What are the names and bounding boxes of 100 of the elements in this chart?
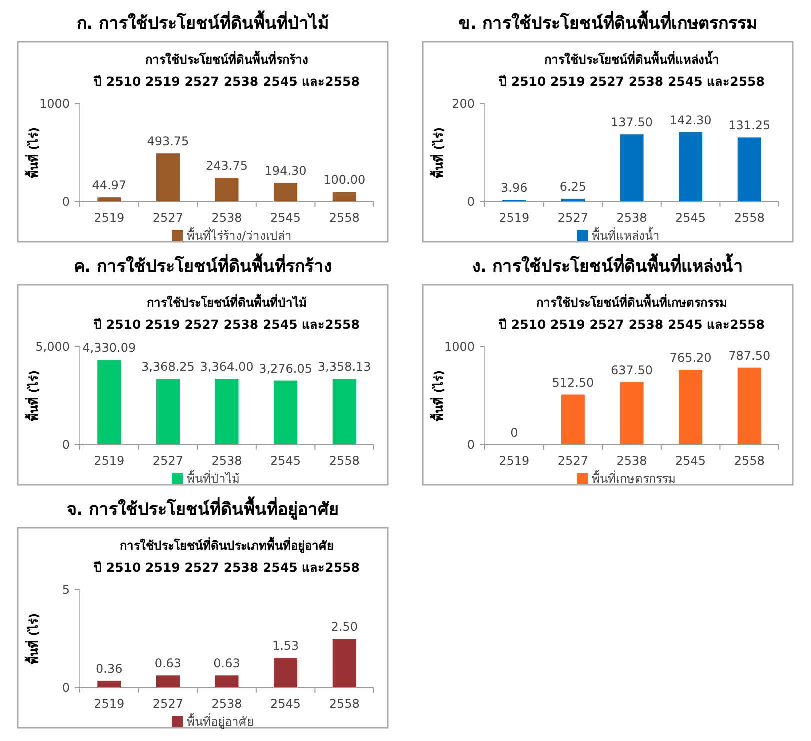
x-tick-label: 2527 — [558, 211, 588, 225]
bar — [274, 380, 298, 445]
y-tick-label: 0 — [62, 195, 70, 210]
bar — [98, 680, 122, 688]
data-label: 0.63 — [154, 656, 182, 671]
data-label: 637.50 — [611, 364, 653, 378]
bar — [679, 370, 703, 445]
bar — [561, 394, 585, 445]
x-tick-label: 2558 — [329, 211, 360, 225]
data-label: 3,276.05 — [259, 362, 313, 376]
y-tick-label: 5,000 — [36, 340, 70, 354]
x-tick-label: 2519 — [94, 211, 125, 225]
data-label: 131.25 — [728, 118, 771, 133]
legend-label: พื้นที่ป่าไม้ — [187, 470, 240, 486]
bar — [738, 138, 762, 202]
y-tick-label: 0 — [467, 195, 475, 210]
y-axis-title: พื้นที่ (ไร่) — [24, 613, 41, 665]
bar — [332, 639, 356, 688]
bar — [620, 134, 644, 202]
data-label: 4,330.09 — [82, 341, 136, 356]
y-tick-label: 0 — [467, 438, 475, 452]
bar — [215, 379, 239, 445]
x-tick-label: 2519 — [499, 211, 530, 225]
bar — [215, 178, 239, 202]
bar — [620, 382, 644, 445]
y-tick-label: 1000 — [39, 97, 70, 112]
x-tick-label: 2558 — [329, 697, 360, 711]
data-label: 194.30 — [264, 164, 307, 178]
chart-title: ค. การใช้ประโยชน์ที่ดินพื้นที่รกร้าง — [74, 253, 332, 277]
x-tick-label: 2519 — [499, 454, 530, 468]
data-label: 3,368.25 — [141, 360, 195, 374]
legend-label: พื้นที่เกษตรกรรม — [592, 470, 676, 486]
data-label: 142.30 — [670, 113, 712, 128]
bar — [274, 658, 298, 688]
y-axis-title: พื้นที่ (ไร่) — [429, 127, 446, 179]
y-tick-label: 0 — [62, 681, 70, 696]
data-label: 3.96 — [501, 181, 528, 196]
x-tick-label: 2545 — [270, 454, 302, 468]
chart-subtitle: การใช้ประโยชน์ที่ดินประเภทพื้นที่อยู่อาศัย — [120, 536, 334, 554]
chart-subtitle: การใช้ประโยชน์ที่ดินพื้นที่เกษตรกรรม — [536, 293, 728, 310]
y-axis-title: พื้นที่ (ไร่) — [24, 370, 41, 422]
chart-subtitle: การใช้ประโยชน์ที่ดินพื้นที่ป่าไม้ — [147, 293, 307, 310]
y-tick-label: 200 — [452, 97, 475, 112]
y-axis-title: พื้นที่ (ไร่) — [429, 370, 446, 422]
x-tick-label: 2527 — [558, 454, 588, 468]
text: ปี 2510 2519 2527 2538 2545 และ2558 — [93, 317, 360, 332]
data-label: 44.97 — [92, 178, 127, 193]
text: ปี 2510 2519 2527 2538 2545 และ2558 — [93, 74, 360, 89]
text: ปี 2510 2519 2527 2538 2545 และ2558 — [498, 74, 765, 89]
legend-label: พื้นที่แหล่งน้ำ — [592, 227, 660, 243]
data-label: 0 — [510, 426, 518, 440]
data-label: 0.63 — [214, 656, 240, 671]
text: ปี 2510 2519 2527 2538 2545 และ2558 — [498, 317, 765, 332]
data-label: 1.53 — [272, 639, 300, 654]
data-label: 243.75 — [206, 159, 248, 174]
x-tick-label: 2558 — [734, 454, 765, 468]
y-tick-label: 5 — [62, 583, 70, 598]
data-label: 137.50 — [611, 116, 653, 130]
data-label: 512.50 — [552, 376, 594, 390]
data-label: 0.36 — [96, 662, 123, 676]
x-tick-label: 2538 — [212, 697, 242, 711]
y-axis-title: พื้นที่ (ไร่) — [24, 127, 41, 179]
chart-title: ง. การใช้ประโยชน์ที่ดินพื้นที่แหล่งน้ำ — [472, 253, 744, 277]
chart-title: จ. การใช้ประโยชน์ที่ดินพื้นที่อยู่อาศัย — [66, 496, 340, 521]
bar — [738, 368, 762, 445]
data-label: 493.75 — [147, 134, 190, 149]
bar — [156, 154, 180, 202]
text: ปี 2510 2519 2527 2538 2545 และ2558 — [93, 560, 360, 575]
x-tick-label: 2558 — [734, 211, 765, 225]
x-tick-label: 2527 — [152, 211, 184, 225]
bar — [332, 192, 356, 202]
bar — [332, 379, 356, 445]
chart-subtitle: การใช้ประโยชน์ที่ดินพื้นที่แหล่งน้ำ — [544, 50, 720, 67]
x-tick-label: 2545 — [270, 211, 302, 225]
x-tick-label: 2519 — [94, 454, 125, 468]
bar — [98, 198, 122, 202]
bar — [98, 360, 122, 445]
bar — [679, 132, 703, 202]
data-label: 3,358.13 — [318, 360, 372, 374]
legend-label: พื้นที่ไร่ร้าง/ว่างเปล่า — [187, 227, 292, 243]
chart-title: ข. การใช้ประโยชน์ที่ดินพื้นที่เกษตรกรรม — [458, 10, 758, 34]
data-label: 765.20 — [670, 351, 712, 366]
y-tick-label: 0 — [62, 438, 70, 452]
x-tick-label: 2545 — [676, 211, 706, 225]
x-tick-label: 2538 — [212, 454, 242, 468]
x-tick-label: 2538 — [616, 211, 648, 225]
y-tick-label: 1000 — [444, 340, 475, 354]
chart-title: ก. การใช้ประโยชน์ที่ดินพื้นที่ป่าไม้ — [76, 10, 330, 34]
x-tick-label: 2527 — [152, 454, 184, 468]
x-tick-label: 2527 — [152, 697, 184, 711]
bar — [156, 378, 180, 445]
x-tick-label: 2558 — [329, 454, 360, 468]
legend-label: พื้นที่อยู่อาศัย — [187, 713, 254, 730]
bar — [156, 676, 180, 688]
x-tick-label: 2519 — [94, 697, 125, 711]
data-label: 6.25 — [560, 180, 587, 194]
data-label: 2.50 — [331, 620, 358, 634]
x-tick-label: 2545 — [270, 697, 302, 711]
chart-subtitle: การใช้ประโยชน์ที่ดินพื้นที่รกร้าง — [146, 50, 308, 67]
x-tick-label: 2545 — [676, 454, 706, 468]
